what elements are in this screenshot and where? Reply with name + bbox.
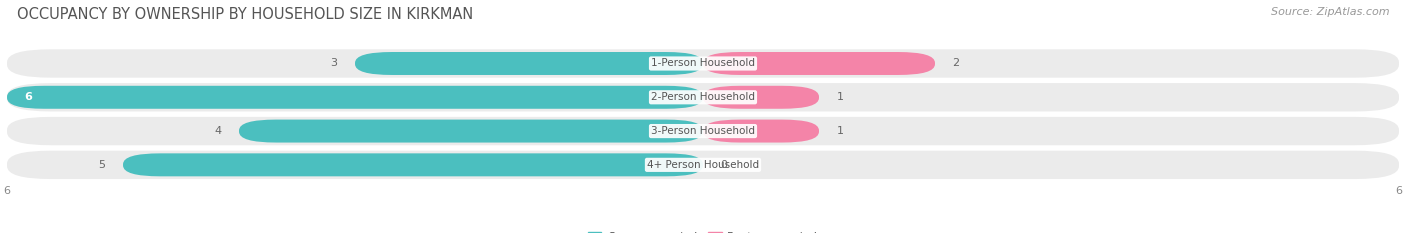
- FancyBboxPatch shape: [7, 117, 1399, 145]
- FancyBboxPatch shape: [7, 151, 1399, 179]
- Text: 0: 0: [720, 160, 727, 170]
- Text: Source: ZipAtlas.com: Source: ZipAtlas.com: [1271, 7, 1389, 17]
- FancyBboxPatch shape: [7, 86, 703, 109]
- Text: OCCUPANCY BY OWNERSHIP BY HOUSEHOLD SIZE IN KIRKMAN: OCCUPANCY BY OWNERSHIP BY HOUSEHOLD SIZE…: [17, 7, 474, 22]
- FancyBboxPatch shape: [354, 52, 703, 75]
- FancyBboxPatch shape: [703, 86, 818, 109]
- Legend: Owner-occupied, Renter-occupied: Owner-occupied, Renter-occupied: [583, 227, 823, 233]
- Text: 2-Person Household: 2-Person Household: [651, 92, 755, 102]
- FancyBboxPatch shape: [703, 120, 818, 143]
- FancyBboxPatch shape: [239, 120, 703, 143]
- Text: 4+ Person Household: 4+ Person Household: [647, 160, 759, 170]
- Text: 3: 3: [330, 58, 337, 69]
- Text: 1-Person Household: 1-Person Household: [651, 58, 755, 69]
- FancyBboxPatch shape: [124, 153, 703, 176]
- FancyBboxPatch shape: [703, 52, 935, 75]
- Text: 4: 4: [215, 126, 222, 136]
- Text: 1: 1: [837, 92, 844, 102]
- Text: 3-Person Household: 3-Person Household: [651, 126, 755, 136]
- Text: 1: 1: [837, 126, 844, 136]
- Text: 2: 2: [952, 58, 959, 69]
- FancyBboxPatch shape: [7, 49, 1399, 78]
- FancyBboxPatch shape: [7, 83, 1399, 111]
- Text: 5: 5: [98, 160, 105, 170]
- Text: 6: 6: [24, 92, 32, 102]
